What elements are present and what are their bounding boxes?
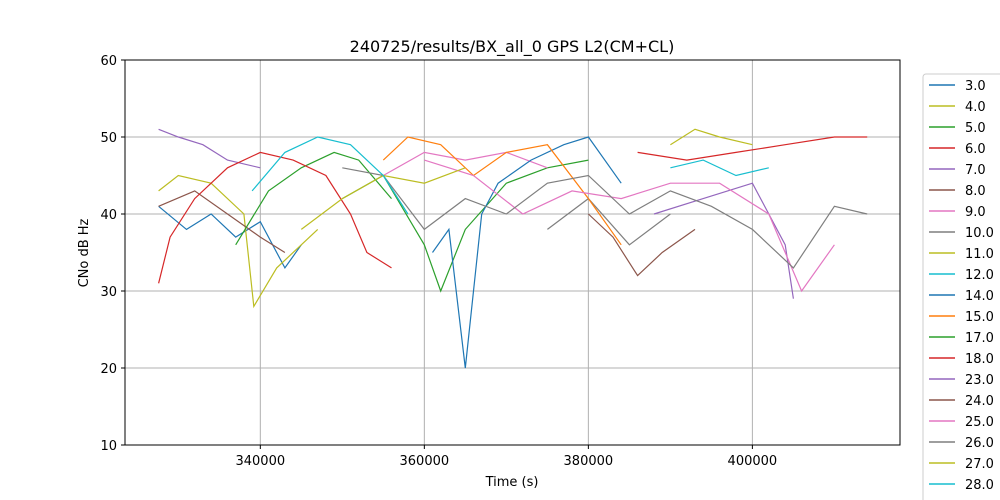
legend-label: 23.0 — [965, 373, 994, 388]
grid — [125, 59, 900, 446]
series-line-15-0 — [382, 136, 622, 246]
y-tick-label: 10 — [100, 439, 117, 454]
y-axis-label: CNo dB Hz — [77, 218, 92, 287]
series-line-23-0 — [653, 182, 794, 299]
legend-label: 10.0 — [965, 226, 994, 241]
legend: 3.0 4.0 5.0 6.0 7.0 8.0 9.0 10.0 11.0 12.0 14.0 15.… — [922, 73, 1000, 500]
legend-label: 12.0 — [965, 268, 994, 283]
y-tick-label: 40 — [100, 208, 117, 223]
legend-label: 3.0 — [965, 79, 986, 94]
series-line-26-0 — [342, 167, 868, 269]
series-line-25-0 — [424, 159, 835, 293]
series-line-9-0 — [383, 151, 548, 177]
series-line-8-0 — [158, 190, 286, 254]
legend-label: 5.0 — [965, 121, 986, 136]
series-line-10-0 — [547, 197, 671, 246]
chart-title: 240725/results/BX_all_0 GPS L2(CM+CL) — [350, 37, 675, 57]
series-line-4-0 — [158, 174, 319, 309]
y-tick-label: 20 — [100, 362, 117, 377]
series-line-6-0 — [637, 136, 868, 161]
series-line-24-0 — [587, 213, 696, 277]
series-line-5-0 — [342, 159, 589, 293]
legend-label: 8.0 — [965, 184, 986, 199]
series-line-27-0 — [300, 167, 466, 230]
x-tick-label: 340000 — [235, 454, 285, 469]
legend-label: 25.0 — [965, 415, 994, 430]
series-line-11-0 — [670, 128, 753, 146]
series-line-18-0 — [158, 151, 392, 284]
legend-label: 28.0 — [965, 478, 994, 493]
legend-label: 11.0 — [965, 247, 994, 262]
legend-label: 6.0 — [965, 142, 986, 157]
legend-label: 4.0 — [965, 100, 986, 115]
legend-label: 7.0 — [965, 163, 986, 178]
series-group — [158, 128, 868, 369]
legend-label: 9.0 — [965, 205, 986, 220]
x-axis-label: Time (s) — [485, 475, 539, 490]
y-tick-label: 60 — [100, 54, 117, 69]
y-tick-label: 50 — [100, 131, 117, 146]
legend-label: 26.0 — [965, 436, 994, 451]
legend-label: 17.0 — [965, 331, 994, 346]
y-tick-label: 30 — [100, 285, 117, 300]
x-tick-label: 380000 — [564, 454, 614, 469]
series-line-3-0 — [158, 205, 302, 270]
legend-label: 14.0 — [965, 289, 994, 304]
series-line-14-0 — [432, 136, 622, 369]
series-line-7-0 — [158, 128, 261, 169]
legend-label: 18.0 — [965, 352, 994, 367]
x-tick-label: 360000 — [400, 454, 450, 469]
series-line-12-0 — [670, 159, 769, 177]
legend-frame — [922, 73, 1000, 500]
legend-label: 15.0 — [965, 310, 994, 325]
plot-frame — [124, 59, 901, 446]
x-tick-label: 400000 — [728, 454, 778, 469]
series-line-28-0 — [251, 136, 409, 215]
legend-label: 24.0 — [965, 394, 994, 409]
ticks: 340000 360000 380000 400000 10 20 30 40 50 60 — [100, 54, 777, 469]
legend-label: 27.0 — [965, 457, 994, 472]
series-line-17-0 — [235, 151, 392, 246]
